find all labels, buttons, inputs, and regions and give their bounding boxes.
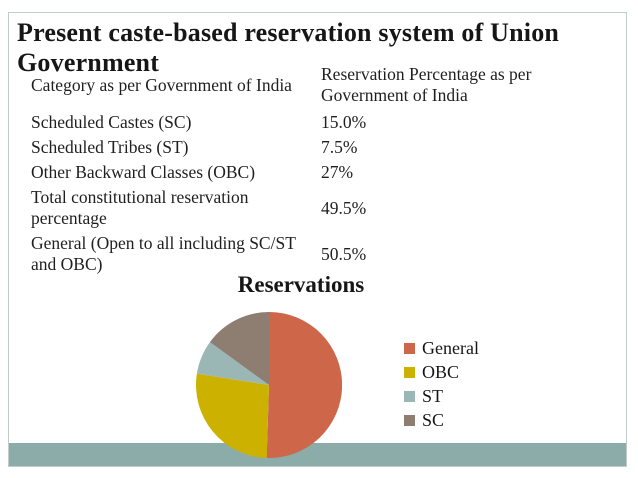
table-row-general: General (Open to all including SC/ST and… — [31, 231, 593, 277]
percentage-cell: 50.5% — [321, 243, 367, 264]
reservation-table: Category as per Government of India Rese… — [31, 62, 593, 277]
legend-label-st: ST — [422, 386, 444, 406]
pie-slice-general — [266, 312, 342, 458]
category-cell: Scheduled Castes (SC) — [31, 112, 192, 132]
pie-slice-obc — [196, 373, 269, 458]
legend-item-obc: OBC — [404, 362, 479, 383]
percentage-cell: 7.5% — [321, 137, 358, 157]
slide-title: Present caste-based reservation system o… — [17, 18, 560, 78]
header-category: Category as per Government of India — [31, 74, 292, 95]
pie-slice-st — [196, 342, 269, 385]
table-row-sc: Scheduled Castes (SC) 15.0% — [31, 110, 593, 135]
table-row-total: Total constitutional reservation percent… — [31, 185, 593, 231]
percentage-cell: 27% — [321, 162, 354, 182]
percentage-cell: 15.0% — [321, 112, 367, 132]
percentage-cell: 49.5% — [321, 197, 367, 218]
category-cell: Other Backward Classes (OBC) — [31, 162, 256, 182]
legend-item-st: ST — [404, 386, 479, 407]
category-cell: Total constitutional reservation percent… — [31, 187, 249, 228]
legend-item-general: General — [404, 338, 479, 359]
category-cell: General (Open to all including SC/ST and… — [31, 233, 296, 274]
legend-item-sc: SC — [404, 410, 479, 431]
legend-label-obc: OBC — [422, 362, 460, 382]
category-cell: Scheduled Tribes (ST) — [31, 137, 189, 157]
footer-band — [9, 443, 626, 466]
pie-chart — [196, 312, 342, 458]
header-percentage: Reservation Percentage as per Government… — [321, 64, 532, 105]
legend-swatch-sc — [404, 415, 415, 426]
legend-label-general: General — [422, 338, 479, 358]
legend-swatch-obc — [404, 367, 415, 378]
legend-swatch-st — [404, 391, 415, 402]
table-header-row: Category as per Government of India Rese… — [31, 62, 593, 108]
table-row-st: Scheduled Tribes (ST) 7.5% — [31, 135, 593, 160]
legend-label-sc: SC — [422, 410, 445, 430]
chart-title: Reservations — [237, 272, 365, 297]
chart-legend: General OBC ST SC — [404, 338, 479, 431]
slide: Present caste-based reservation system o… — [8, 12, 627, 467]
legend-swatch-general — [404, 343, 415, 354]
table-row-obc: Other Backward Classes (OBC) 27% — [31, 160, 593, 185]
pie-slice-sc — [209, 312, 269, 385]
